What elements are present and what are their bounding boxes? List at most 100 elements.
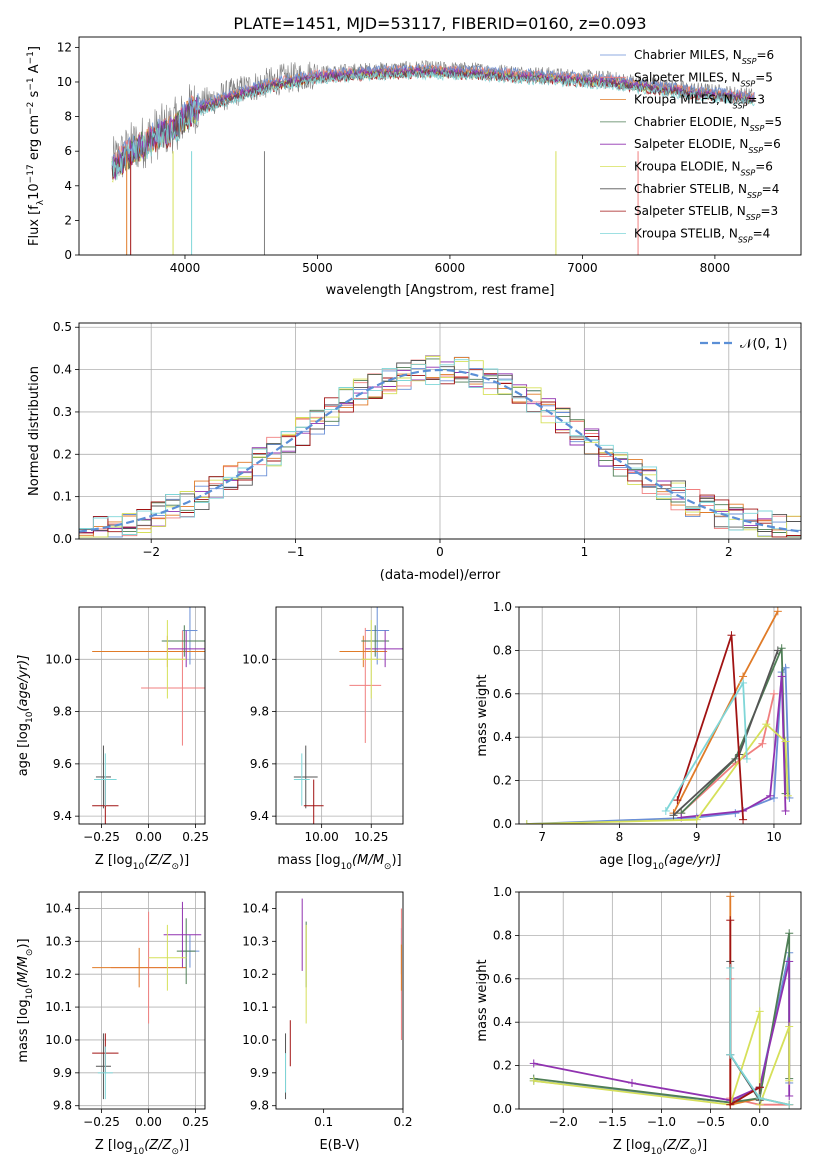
- plus-marker: [781, 806, 790, 815]
- residuals-panel: −2 −1 0 1 2 0.0 0.1 0.2 0.3 0.4 0.5 𝒩(0, 1) (data-mo…: [27, 320, 802, 583]
- errorbar-point: [293, 745, 318, 809]
- plus-marker: [769, 689, 778, 698]
- plus-marker: [755, 1094, 764, 1103]
- errorbar-point: [349, 627, 382, 743]
- x-tick-label: 0.0: [750, 1115, 769, 1129]
- plus-marker: [769, 793, 778, 802]
- y-tick-label: 0.6: [493, 972, 512, 986]
- x-tick-label: −1: [287, 545, 305, 559]
- errorbar-point: [163, 901, 202, 968]
- plus-marker: [726, 916, 735, 925]
- errorbar-plot-area: [92, 901, 202, 1100]
- y-axis-label: Flux [fλ10−17 erg cm−2 s−1 A−1]: [26, 46, 46, 246]
- x-tick-label: 2: [725, 545, 733, 559]
- axes-frame: [518, 891, 802, 1110]
- model-spectrum: [111, 70, 755, 180]
- x-tick-label: −1.5: [598, 1115, 627, 1129]
- errorbar-point: [92, 947, 187, 988]
- y-tick-label: 10: [57, 75, 72, 89]
- plus-marker: [785, 1022, 794, 1031]
- plus-marker: [727, 631, 736, 640]
- legend-entry: Salpeter STELIB, NSSP=3: [634, 204, 778, 222]
- errorbar-point: [182, 607, 198, 665]
- x-tick-label: 0.00: [135, 1115, 162, 1129]
- y-tick-label: 2: [64, 213, 72, 227]
- axes-frame: [78, 322, 802, 540]
- plus-marker: [785, 1091, 794, 1100]
- y-tick-label: 9.4: [53, 809, 72, 823]
- x-tick-label: 7000: [567, 261, 598, 275]
- errorbar-point: [176, 918, 196, 985]
- plus-marker: [766, 791, 775, 800]
- y-tick-label: 1.0: [493, 600, 512, 614]
- errorbar-point: [161, 625, 205, 657]
- mass-weight-plot-area: [522, 607, 794, 824]
- figure-title: PLATE=1451, MJD=53117, FIBERID=0160, z=0…: [233, 14, 646, 33]
- y-tick-label: 0.5: [53, 320, 72, 334]
- plus-marker: [726, 892, 735, 901]
- errorbar-plot-area: [285, 898, 402, 1100]
- plus-marker: [773, 646, 782, 655]
- x-tick-label: 1: [581, 545, 589, 559]
- plus-marker: [739, 815, 748, 824]
- x-tick-label: −2.0: [549, 1115, 578, 1129]
- y-tick-label: 0: [64, 248, 72, 262]
- x-axis-label: E(B-V): [319, 1138, 359, 1153]
- plus-marker: [762, 720, 771, 729]
- y-tick-label: 10.1: [45, 1000, 72, 1014]
- errorbar-point: [97, 1046, 113, 1100]
- legend-entry: Chabrier STELIB, NSSP=4: [634, 182, 779, 200]
- x-axis-label: wavelength [Angstrom, rest frame]: [326, 283, 555, 298]
- x-axis-label: age [log10(age/yr)]: [599, 853, 721, 872]
- x-tick-label: 0.1: [314, 1115, 333, 1129]
- mass-weight-line: [676, 634, 744, 820]
- y-axis-label: mass weight: [475, 959, 490, 1041]
- plus-marker: [742, 754, 751, 763]
- y-axis-label: Normed distribution: [27, 366, 42, 496]
- errorbar-point: [361, 625, 390, 657]
- plus-marker: [755, 1007, 764, 1016]
- y-tick-label: 10.3: [242, 934, 269, 948]
- x-tick-label: 8: [616, 830, 624, 844]
- x-tick-label: 0.25: [182, 1115, 209, 1129]
- y-tick-label: 9.9: [250, 1066, 269, 1080]
- mass-weight-line: [533, 1011, 791, 1106]
- plus-marker: [758, 739, 767, 748]
- y-tick-label: 0.3: [53, 405, 72, 419]
- x-tick-label: 0.00: [135, 830, 162, 844]
- errorbar-plot-area: [92, 607, 205, 824]
- plus-marker: [739, 678, 748, 687]
- mass-weight-line: [672, 650, 779, 816]
- x-tick-label: −0.5: [696, 1115, 725, 1129]
- plus-marker: [726, 963, 735, 972]
- mass-vs-metallicity-panel: −0.25 0.00 0.25 9.8 9.9 10.0 10.1 10.2 10.3 10.4 Z…: [16, 891, 209, 1157]
- y-tick-label: 0.2: [53, 447, 72, 461]
- y-tick-label: 10.2: [242, 967, 269, 981]
- y-tick-label: 9.6: [250, 757, 269, 771]
- legend-entry: Salpeter MILES, NSSP=5: [634, 70, 773, 88]
- y-axis-label: mass [log10(M/M⊙)]: [16, 938, 35, 1062]
- errorbar-point: [95, 1033, 111, 1100]
- y-tick-label: 4: [64, 179, 72, 193]
- mass-weight-line: [729, 968, 790, 1106]
- x-tick-label: 8000: [700, 261, 731, 275]
- spectrum-legend: Chabrier MILES, NSSP=6 Salpeter MILES, NS…: [600, 48, 782, 244]
- x-tick-label: 6000: [435, 261, 466, 275]
- y-axis-label: mass weight: [475, 674, 490, 756]
- plus-marker: [781, 737, 790, 746]
- y-tick-label: 8: [64, 110, 72, 124]
- y-tick-label: 0.1: [53, 490, 72, 504]
- plus-marker: [785, 1076, 794, 1085]
- residual-histogram: [79, 359, 801, 535]
- x-tick-label: −0.25: [83, 830, 120, 844]
- y-tick-label: 0.2: [493, 1059, 512, 1073]
- y-tick-label: 9.4: [250, 809, 269, 823]
- mass-weight-line: [680, 693, 775, 814]
- plus-marker: [785, 1100, 794, 1109]
- plus-marker: [785, 957, 794, 966]
- errorbar-point: [167, 630, 205, 668]
- mass-weight-line: [533, 961, 791, 1102]
- y-tick-label: 0.4: [53, 363, 72, 377]
- y-tick-label: 10.0: [242, 652, 269, 666]
